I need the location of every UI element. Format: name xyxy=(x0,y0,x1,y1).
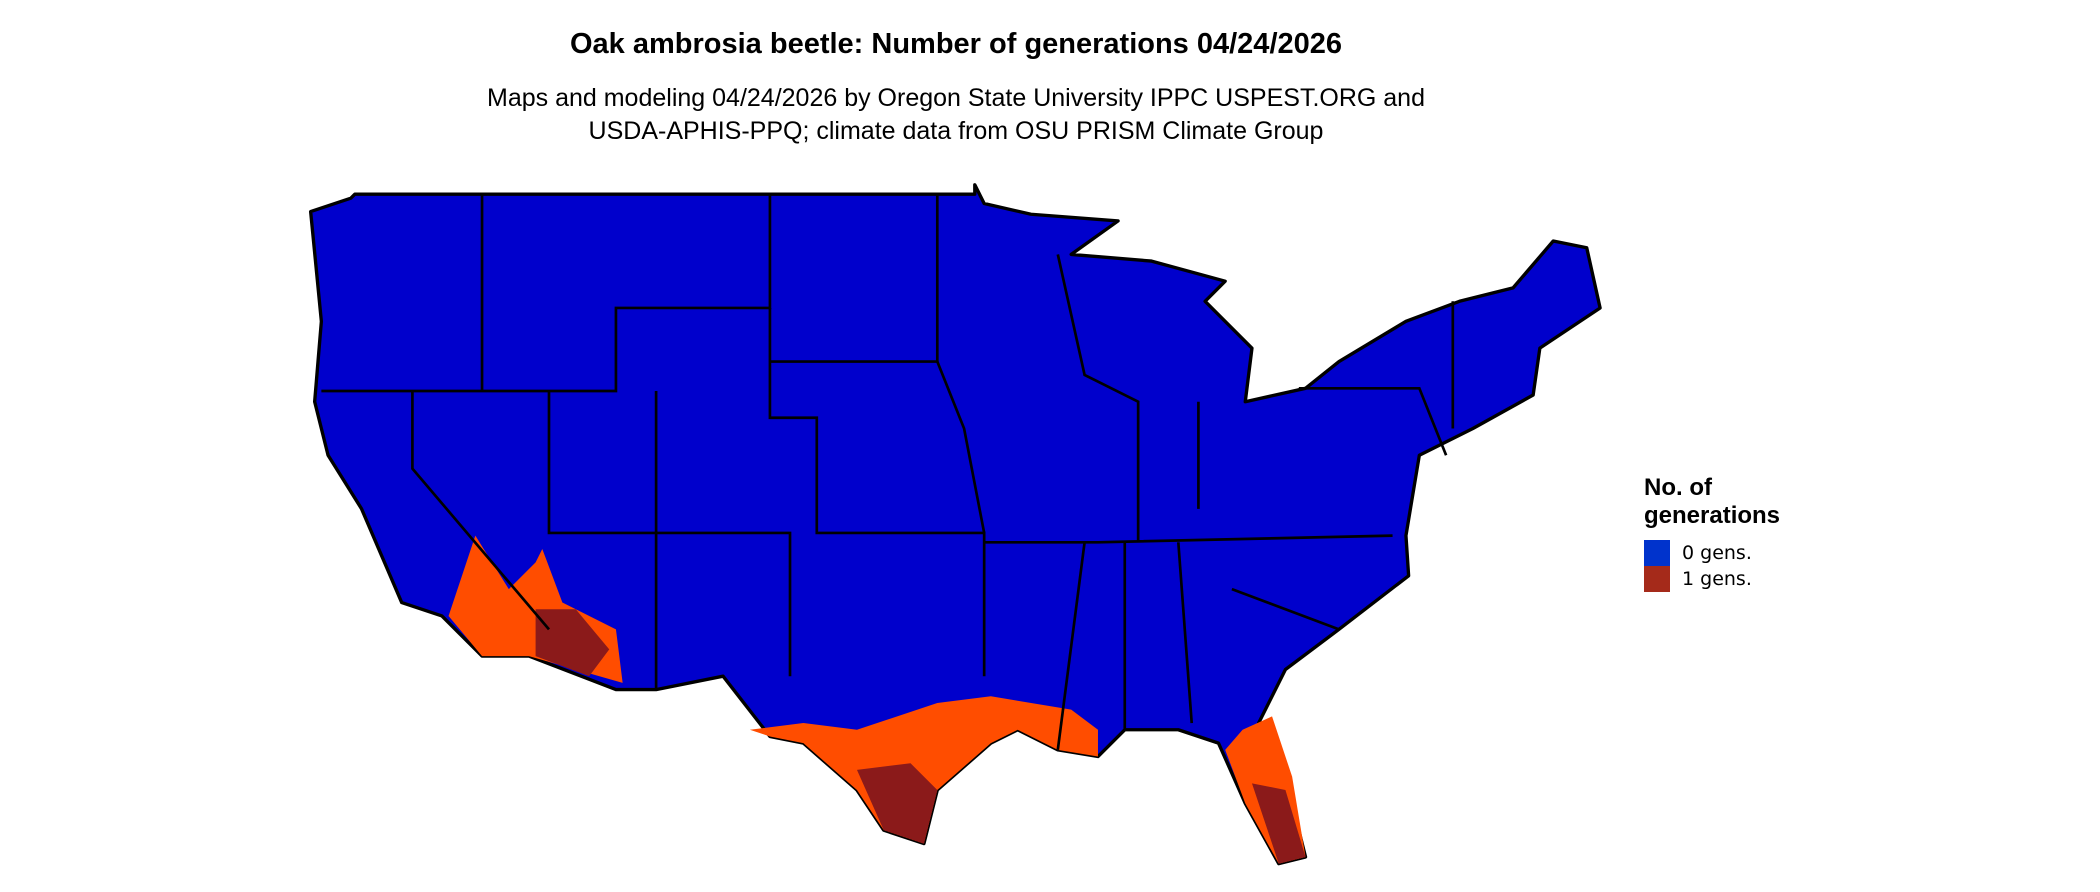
one-gen-areas xyxy=(448,535,1306,864)
texas-south-one-gen-dark xyxy=(856,763,938,844)
legend-title-line-1: No. of xyxy=(1644,474,1712,501)
florida-south-one-gen-dark xyxy=(1251,783,1306,864)
legend-item-0-gens: 0 gens. xyxy=(1644,540,1780,566)
legend-label: 0 gens. xyxy=(1682,542,1752,564)
legend-title-line-2: generations xyxy=(1644,502,1781,529)
legend-swatch-red xyxy=(1644,566,1670,592)
state-borders xyxy=(321,194,1455,751)
legend-swatch-blue xyxy=(1644,540,1670,566)
us-land-zero-gens xyxy=(308,183,1602,866)
arizona-one-gen-dark xyxy=(535,609,610,677)
map-title: Oak ambrosia beetle: Number of generatio… xyxy=(569,28,1343,60)
subtitle-line-1: Maps and modeling 04/24/2026 by Oregon S… xyxy=(487,84,1425,112)
legend-label: 1 gens. xyxy=(1682,568,1752,590)
map-subtitle: Maps and modeling 04/24/2026 by Oregon S… xyxy=(0,82,1912,148)
subtitle-line-2: USDA-APHIS-PPQ; climate data from OSU PR… xyxy=(588,117,1324,145)
gulf-coast-one-gen xyxy=(749,696,1098,844)
legend-item-1-gens: 1 gens. xyxy=(1644,566,1780,592)
legend: No. of generations 0 gens. 1 gens. xyxy=(1644,474,1780,592)
legend-title: No. of generations xyxy=(1644,474,1780,530)
